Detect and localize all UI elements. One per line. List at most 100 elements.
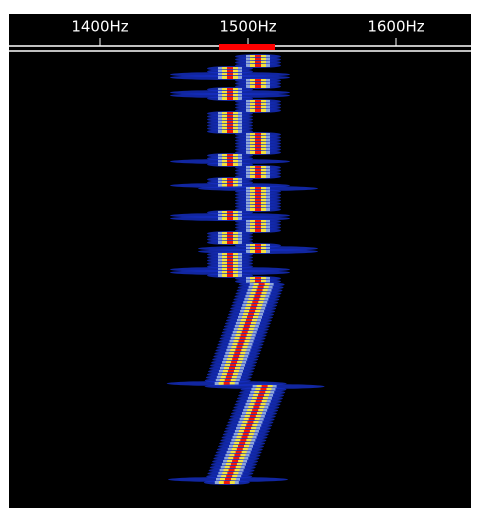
signal-core <box>255 400 262 403</box>
signal-core <box>259 391 266 394</box>
signal-core <box>234 454 241 457</box>
signal-core <box>247 316 253 319</box>
signal-core <box>227 121 233 124</box>
signal-core <box>255 64 261 67</box>
passband-marker <box>219 44 275 50</box>
signal-core <box>237 445 244 448</box>
signal-core <box>256 289 263 292</box>
signal-core <box>227 211 233 214</box>
signal-core <box>227 370 234 373</box>
tick-label: 1400Hz <box>71 18 128 36</box>
signal-core <box>255 280 261 283</box>
signal-core <box>232 460 239 463</box>
signal-core <box>241 436 248 439</box>
signal-core <box>255 109 261 112</box>
signal-core <box>227 91 233 94</box>
signal-core <box>227 73 233 76</box>
signal-core <box>250 307 257 310</box>
signal-core <box>255 190 261 193</box>
signal-core <box>255 172 261 175</box>
signal-core <box>227 181 233 184</box>
signal-core <box>234 352 241 355</box>
signal-core <box>227 127 233 130</box>
signal-core <box>255 100 261 103</box>
signal-core <box>246 424 253 427</box>
signal-core <box>227 241 233 244</box>
signal-core <box>242 328 249 331</box>
signal-core <box>253 406 260 409</box>
signal-core <box>227 130 233 133</box>
signal-core <box>233 457 240 460</box>
signal-core <box>257 286 264 289</box>
signal-core <box>252 301 259 304</box>
signal-core <box>255 79 261 82</box>
signal-core <box>227 238 233 241</box>
signal-core <box>229 367 235 370</box>
signal-core <box>236 448 243 451</box>
signal-core <box>225 376 232 379</box>
signal-core <box>255 229 261 232</box>
signal-core <box>235 451 242 454</box>
signal-core <box>243 430 250 433</box>
signal-core <box>252 409 259 412</box>
signal-core <box>245 319 252 322</box>
signal-core <box>231 361 238 364</box>
signal-core <box>227 157 233 160</box>
signal-core <box>240 439 247 442</box>
signal-core <box>245 427 252 430</box>
signal-core <box>237 343 244 346</box>
signal-core <box>261 385 268 388</box>
signal-core <box>255 58 261 61</box>
signal-core <box>255 166 261 169</box>
signal-core <box>239 337 246 340</box>
tick-label: 1500Hz <box>219 18 276 36</box>
signal-core <box>255 145 261 148</box>
signal-core <box>249 415 256 418</box>
signal-core <box>255 133 261 136</box>
signal-core <box>227 76 233 79</box>
signal-core <box>255 142 261 145</box>
signal-core <box>227 115 233 118</box>
signal-core <box>255 193 261 196</box>
signal-core <box>255 61 261 64</box>
signal-core <box>227 178 233 181</box>
signal-core <box>224 379 231 382</box>
signal-core <box>239 442 246 445</box>
signal-core <box>251 304 258 307</box>
signal-core <box>244 322 251 325</box>
signal-core <box>249 310 256 313</box>
tick-label: 1600Hz <box>367 18 424 36</box>
signal-core <box>255 148 261 151</box>
signal-core <box>255 205 261 208</box>
signal-core <box>238 340 245 343</box>
signal-core <box>226 475 233 478</box>
signal-core <box>240 334 247 337</box>
signal-core <box>255 223 261 226</box>
signal-core <box>227 97 233 100</box>
signal-core <box>229 466 236 469</box>
signal-core <box>227 160 233 163</box>
signal-core <box>254 295 261 298</box>
signal-core <box>232 358 239 361</box>
signal-core <box>227 94 233 97</box>
signal-core <box>255 169 261 172</box>
signal-core <box>255 187 261 190</box>
signal-core <box>250 412 257 415</box>
signal-core <box>256 397 263 400</box>
signal-core <box>225 478 231 481</box>
signal-core <box>227 184 233 187</box>
signal-core <box>255 277 261 280</box>
signal-core <box>255 202 261 205</box>
signal-core <box>227 268 233 271</box>
signal-core <box>230 364 237 367</box>
signal-core <box>227 154 233 157</box>
signal-core <box>255 136 261 139</box>
signal-core <box>255 151 261 154</box>
signal-core <box>255 292 262 295</box>
signal-core <box>255 244 261 247</box>
signal-core <box>255 139 261 142</box>
signal-core <box>235 349 242 352</box>
signal-core <box>258 283 265 286</box>
signal-core <box>227 253 233 256</box>
